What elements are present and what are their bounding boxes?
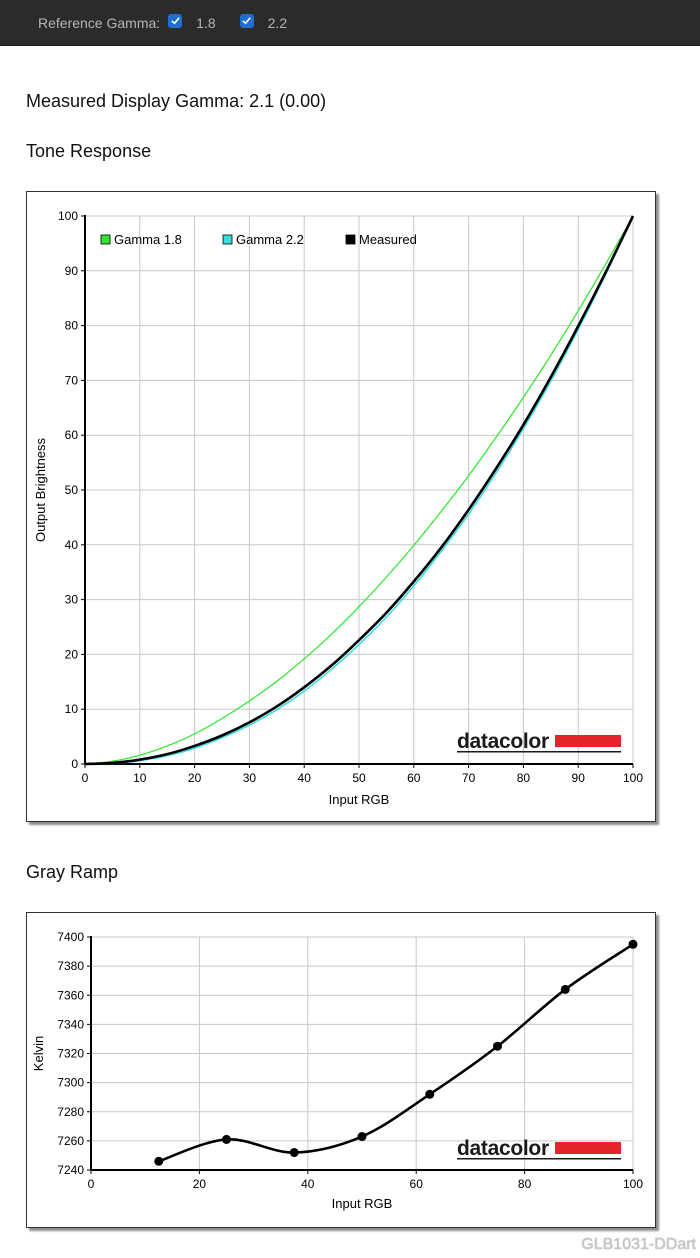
x-tick-label: 80	[518, 1177, 532, 1191]
y-tick-label: 7240	[57, 1163, 84, 1177]
y-tick-label: 7280	[57, 1105, 84, 1119]
data-point	[154, 1156, 164, 1166]
gridlines	[90, 936, 634, 1171]
reference-gamma-toolbar: Reference Gamma: 1.8 2.2	[0, 0, 700, 46]
y-tick-label: 10	[65, 702, 79, 716]
brand-logo-text: datacolor	[457, 730, 549, 753]
gridlines	[84, 215, 634, 765]
data-point	[222, 1134, 231, 1144]
y-tick-label: 80	[65, 319, 79, 333]
gamma-1-8-line	[84, 215, 634, 765]
measured-gamma-text: Measured Display Gamma: 2.1 (0.00)	[26, 91, 327, 111]
data-point	[628, 939, 638, 949]
y-tick-label: 7320	[57, 1047, 84, 1061]
y-tick-label: 90	[65, 264, 79, 278]
x-tick-label: 100	[623, 1177, 643, 1191]
x-tick-label: 10	[133, 771, 147, 785]
data-point	[560, 984, 570, 994]
x-tick-label: 30	[243, 771, 257, 785]
x-tick-label: 40	[301, 1177, 315, 1191]
tone-response-chart: 0 10 20 30 40 50 60 70 80 90 100 0 10 20 30 40 50 60 70 80 9…	[33, 209, 643, 807]
gamma-2-2-label: 2.2	[267, 14, 288, 31]
gray-ramp-panel: 0 20 40 60 80 100 7240 7260 7280 7300 7320 7340 7360…	[26, 912, 656, 1228]
y-tick-label: 7380	[57, 959, 84, 973]
gray-ramp-chart: 0 20 40 60 80 100 7240 7260 7280 7300 7320 7340 7360…	[31, 930, 643, 1211]
tone-response-heading: Tone Response	[26, 141, 152, 161]
measured-series	[84, 215, 635, 766]
x-tick-label: 60	[410, 1177, 424, 1191]
x-axis-title: Input RGB	[329, 792, 390, 807]
brand-logo-bar	[555, 735, 621, 747]
brand-logo-underline	[457, 1158, 621, 1160]
gamma-1-8-label: 1.8	[196, 14, 216, 31]
datacolor-logo: datacolor	[457, 730, 621, 753]
legend-swatch-gamma-2-2	[222, 234, 233, 245]
x-tick-label: 100	[623, 771, 643, 785]
data-point	[289, 1148, 299, 1158]
y-tick-label: 70	[65, 373, 79, 387]
gray-ramp-heading: Gray Ramp	[26, 862, 119, 882]
checkmark-icon	[242, 17, 251, 25]
y-tick-label: 7400	[57, 930, 84, 944]
y-tick-label: 7300	[57, 1076, 84, 1090]
x-tick-label: 60	[407, 771, 421, 785]
tone-response-panel: 0 10 20 30 40 50 60 70 80 90 100 0 10 20 30 40 50 60 70 80 9…	[26, 191, 656, 822]
gamma-1-8-series	[84, 215, 634, 765]
legend-swatch-measured	[345, 234, 356, 245]
x-tick-label: 80	[517, 771, 531, 785]
y-axis-title: Output Brightness	[33, 437, 48, 542]
x-tick-label: 70	[462, 771, 476, 785]
brand-logo-text: datacolor	[457, 1137, 549, 1160]
measured-line	[84, 215, 635, 766]
checkmark-icon	[170, 17, 180, 25]
x-axis-title: Input RGB	[332, 1196, 393, 1211]
data-point	[493, 1041, 502, 1051]
y-tick-label: 50	[65, 483, 79, 497]
y-tick-label: 30	[65, 593, 79, 607]
gamma-1-8-checkbox[interactable]	[168, 13, 183, 28]
x-tick-label: 0	[82, 771, 89, 785]
x-tick-label: 40	[298, 771, 312, 785]
y-tick-label: 7260	[57, 1134, 84, 1148]
gamma-2-2-line	[84, 215, 634, 765]
legend: Gamma 1.8 Gamma 2.2 Measured	[100, 232, 417, 247]
datacolor-logo: datacolor	[457, 1137, 621, 1160]
watermark-text: GLB1031-DDart	[581, 1236, 696, 1253]
y-tick-label: 7340	[57, 1017, 84, 1031]
legend-label-gamma-2-2: Gamma 2.2	[236, 232, 304, 247]
y-tick-label: 20	[65, 647, 79, 661]
data-point	[357, 1132, 367, 1142]
x-tick-label: 90	[572, 771, 586, 785]
y-tick-label: 40	[65, 538, 79, 552]
brand-logo-underline	[457, 751, 621, 753]
x-tick-label: 20	[188, 771, 202, 785]
series-1-series	[154, 939, 638, 1166]
y-tick-label: 60	[65, 428, 79, 442]
data-point	[425, 1089, 435, 1099]
gamma-2-2-checkbox[interactable]	[239, 13, 254, 28]
x-tick-label: 0	[88, 1177, 95, 1191]
x-tick-label: 20	[193, 1177, 207, 1191]
y-axis-title: Kelvin	[31, 1036, 46, 1071]
gamma-2-2-series	[84, 215, 634, 765]
legend-label-measured: Measured	[359, 232, 417, 247]
y-tick-label: 100	[58, 209, 78, 223]
y-tick-label: 7360	[57, 988, 84, 1002]
series-1-line	[158, 943, 634, 1163]
brand-logo-bar	[555, 1142, 621, 1154]
legend-swatch-gamma-1-8	[100, 234, 111, 245]
reference-gamma-label: Reference Gamma:	[38, 14, 161, 31]
x-tick-label: 50	[352, 771, 366, 785]
y-tick-label: 0	[71, 757, 78, 771]
legend-label-gamma-1-8: Gamma 1.8	[114, 232, 182, 247]
